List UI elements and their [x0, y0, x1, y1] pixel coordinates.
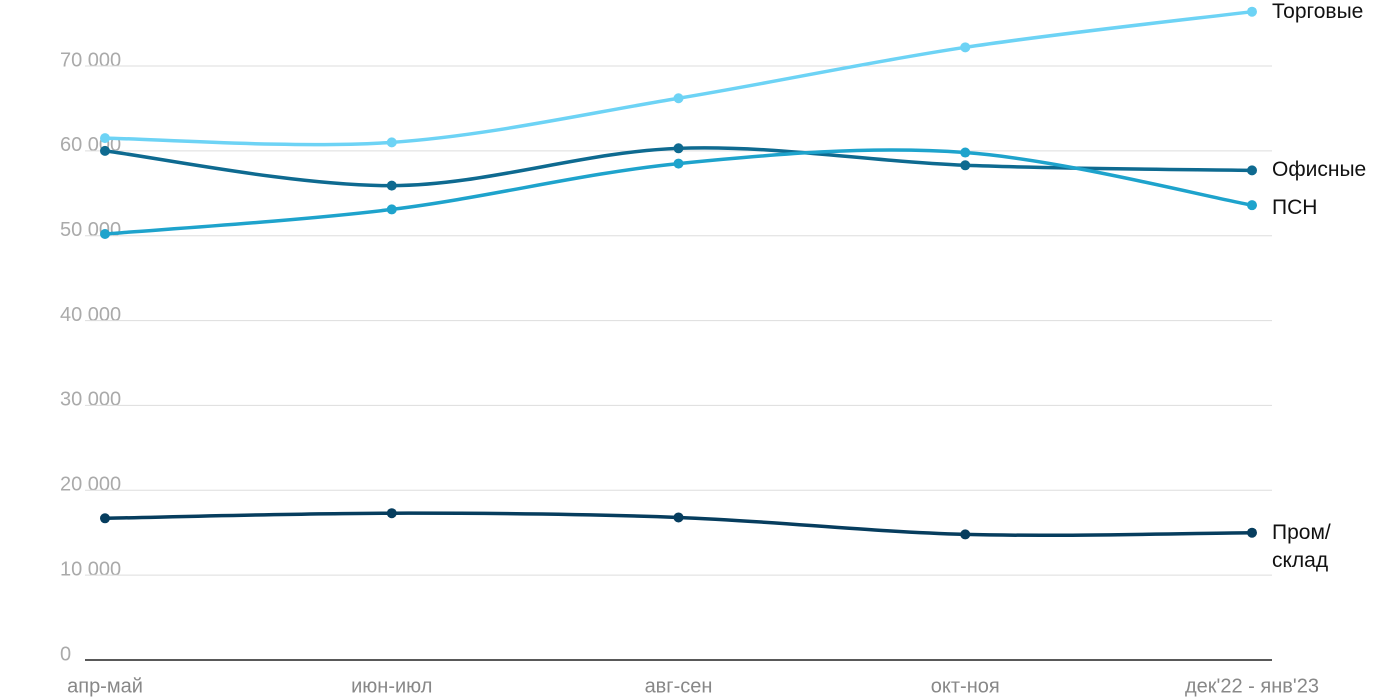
- y-tick-label: 20 000: [60, 474, 121, 496]
- data-point: [960, 529, 971, 540]
- y-tick-label: 30 000: [60, 389, 121, 411]
- x-tick-label: окт-ноя: [931, 675, 1000, 697]
- data-point: [960, 160, 971, 171]
- y-tick-label: 0: [60, 643, 71, 665]
- data-point: [1247, 527, 1257, 538]
- data-point: [1247, 6, 1257, 17]
- x-tick-label: авг-сен: [645, 675, 713, 697]
- series-label: ПСН: [1272, 196, 1318, 220]
- data-point: [960, 42, 971, 53]
- x-tick-label: июн-июл: [351, 675, 432, 697]
- data-point: [100, 513, 110, 524]
- data-point: [386, 137, 397, 148]
- data-point: [1247, 165, 1257, 176]
- y-tick-label: 70 000: [60, 49, 121, 71]
- series-label: Офисные: [1272, 158, 1367, 182]
- data-point: [673, 93, 684, 104]
- x-tick-label: дек'22 - янв'23: [1185, 675, 1319, 697]
- data-point: [673, 512, 684, 523]
- data-point: [386, 180, 397, 191]
- series-line: [104, 9, 1253, 147]
- y-tick-label: 50 000: [60, 219, 121, 241]
- data-point: [960, 147, 971, 158]
- data-point: [100, 229, 110, 240]
- data-point: [100, 133, 110, 144]
- data-point: [673, 158, 684, 169]
- y-tick-label: 40 000: [60, 304, 121, 326]
- series-label: Пром/ склад: [1272, 520, 1331, 572]
- data-point: [100, 145, 110, 156]
- y-tick-label: 10 000: [60, 558, 121, 580]
- series-label: Торговые: [1272, 0, 1364, 23]
- data-point: [673, 143, 684, 154]
- x-tick-label: апр-май: [67, 675, 143, 697]
- data-point: [1247, 200, 1257, 211]
- data-point: [386, 204, 397, 215]
- data-point: [386, 508, 397, 519]
